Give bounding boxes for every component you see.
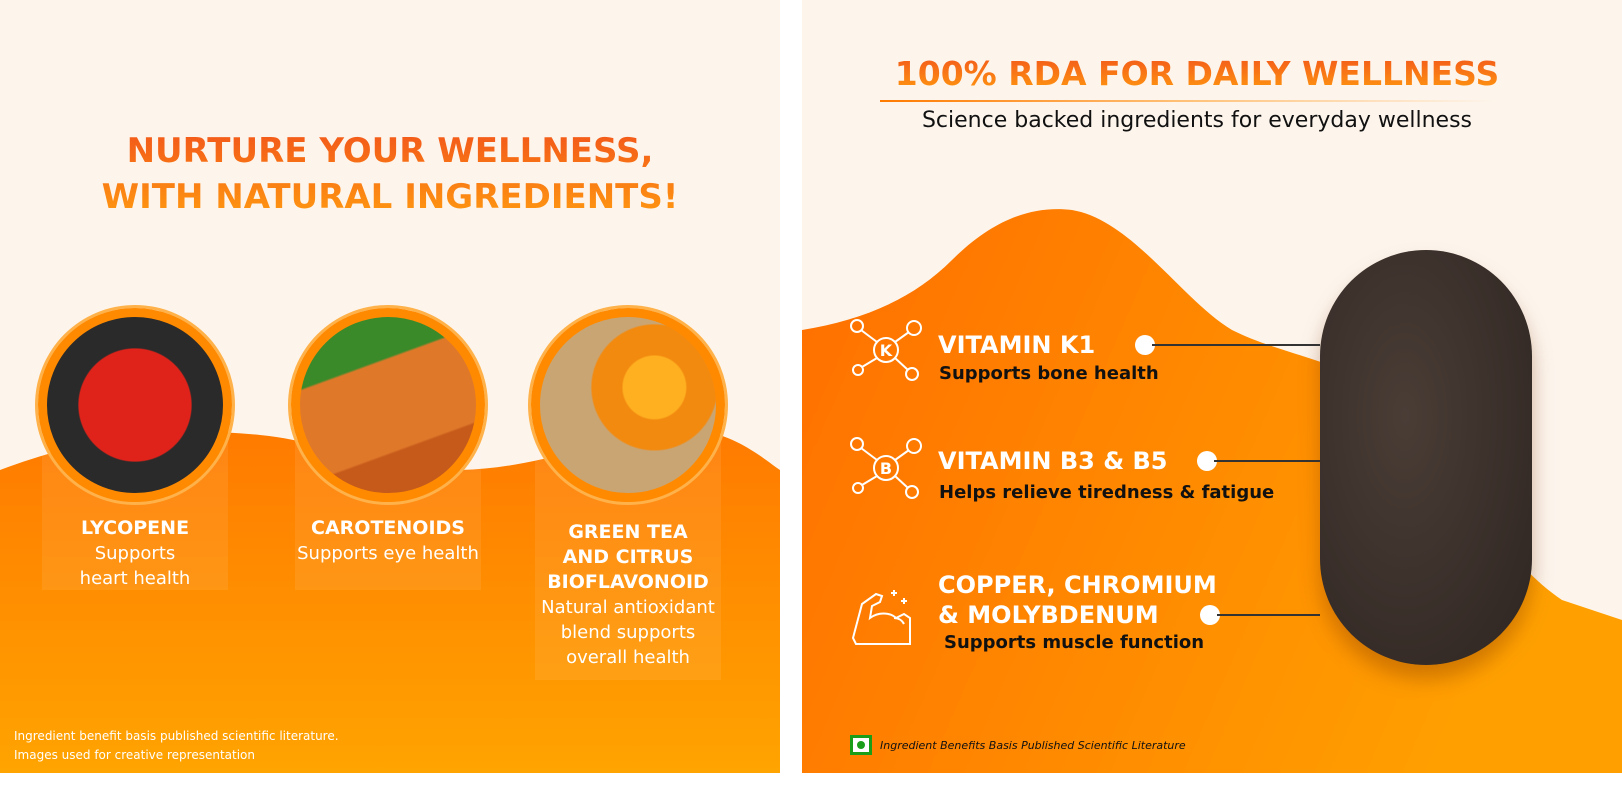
pointer-dot bbox=[1200, 605, 1220, 625]
ingredient-name: BIOFLAVONOID bbox=[547, 571, 709, 593]
title-line-1: NURTURE YOUR WELLNESS, bbox=[126, 131, 654, 171]
ingredient-name: AND CITRUS bbox=[562, 546, 694, 568]
heading-line: & MOLYBDENUM bbox=[938, 601, 1159, 629]
citrus-oranges-image bbox=[531, 308, 725, 502]
ingredient-benefit: heart health bbox=[79, 568, 191, 589]
svg-text:B: B bbox=[880, 459, 892, 478]
left-panel: NURTURE YOUR WELLNESS, WITH NATURAL INGR… bbox=[0, 0, 780, 773]
item-heading: VITAMIN K1 bbox=[938, 331, 1096, 359]
ingredient-name: LYCOPENE bbox=[80, 517, 190, 539]
ingredient-benefit: overall health bbox=[566, 647, 690, 668]
ingredient-name: GREEN TEA bbox=[568, 521, 688, 543]
disclaimer-line: Ingredient benefit basis published scien… bbox=[14, 729, 339, 743]
disclaimer-line: Images used for creative representation bbox=[14, 748, 255, 762]
ingredient-benefit: Supports eye health bbox=[297, 543, 479, 564]
molecule-k-icon: K bbox=[850, 319, 922, 381]
title-underline bbox=[880, 100, 1500, 102]
heading-line: COPPER, CHROMIUM bbox=[938, 571, 1217, 599]
ingredient-carotenoids: CAROTENOIDS Supports eye health bbox=[288, 516, 488, 566]
left-title: NURTURE YOUR WELLNESS, WITH NATURAL INGR… bbox=[0, 128, 780, 220]
item-text: Supports muscle function bbox=[944, 632, 1205, 653]
item-text: Helps relieve tiredness & fatigue bbox=[939, 482, 1275, 503]
right-subtitle: Science backed ingredients for everyday … bbox=[921, 108, 1473, 133]
ingredient-name: CAROTENOIDS bbox=[311, 517, 465, 539]
pointer-line bbox=[1217, 614, 1320, 616]
ingredient-benefit: Natural antioxidant bbox=[541, 597, 715, 618]
pointer-dot bbox=[1135, 335, 1155, 355]
flexed-arm-icon bbox=[851, 590, 911, 645]
item-heading: COPPER, CHROMIUM & MOLYBDENUM bbox=[938, 570, 1217, 630]
title-line-2: WITH NATURAL INGREDIENTS! bbox=[101, 177, 679, 217]
svg-text:K: K bbox=[880, 341, 893, 360]
ingredient-benefit: blend supports bbox=[560, 622, 696, 643]
ingredient-benefit: Supports bbox=[94, 543, 176, 564]
right-panel: 100% RDA FOR DAILY WELLNESS Science back… bbox=[802, 0, 1622, 773]
right-disclaimer: Ingredient Benefits Basis Published Scie… bbox=[880, 739, 1186, 752]
orange-wave bbox=[0, 428, 780, 773]
carotenoids-carrots-image bbox=[291, 308, 485, 502]
item-heading: VITAMIN B3 & B5 bbox=[938, 447, 1168, 475]
left-disclaimer: Ingredient benefit basis published scien… bbox=[14, 727, 339, 765]
ingredient-lycopene: LYCOPENE Supports heart health bbox=[40, 516, 230, 591]
pointer-line bbox=[1214, 460, 1320, 462]
pointer-line bbox=[1152, 344, 1320, 346]
molecule-b-icon: B bbox=[850, 437, 922, 499]
pointer-dot bbox=[1197, 451, 1217, 471]
veg-mark-icon bbox=[850, 735, 872, 755]
ingredient-green-tea-citrus: GREEN TEA AND CITRUS BIOFLAVONOID Natura… bbox=[528, 520, 728, 670]
lycopene-tomatoes-image bbox=[38, 308, 232, 502]
item-text: Supports bone health bbox=[939, 363, 1159, 384]
tablet-image bbox=[1320, 250, 1532, 665]
right-title: 100% RDA FOR DAILY WELLNESS bbox=[802, 54, 1592, 93]
